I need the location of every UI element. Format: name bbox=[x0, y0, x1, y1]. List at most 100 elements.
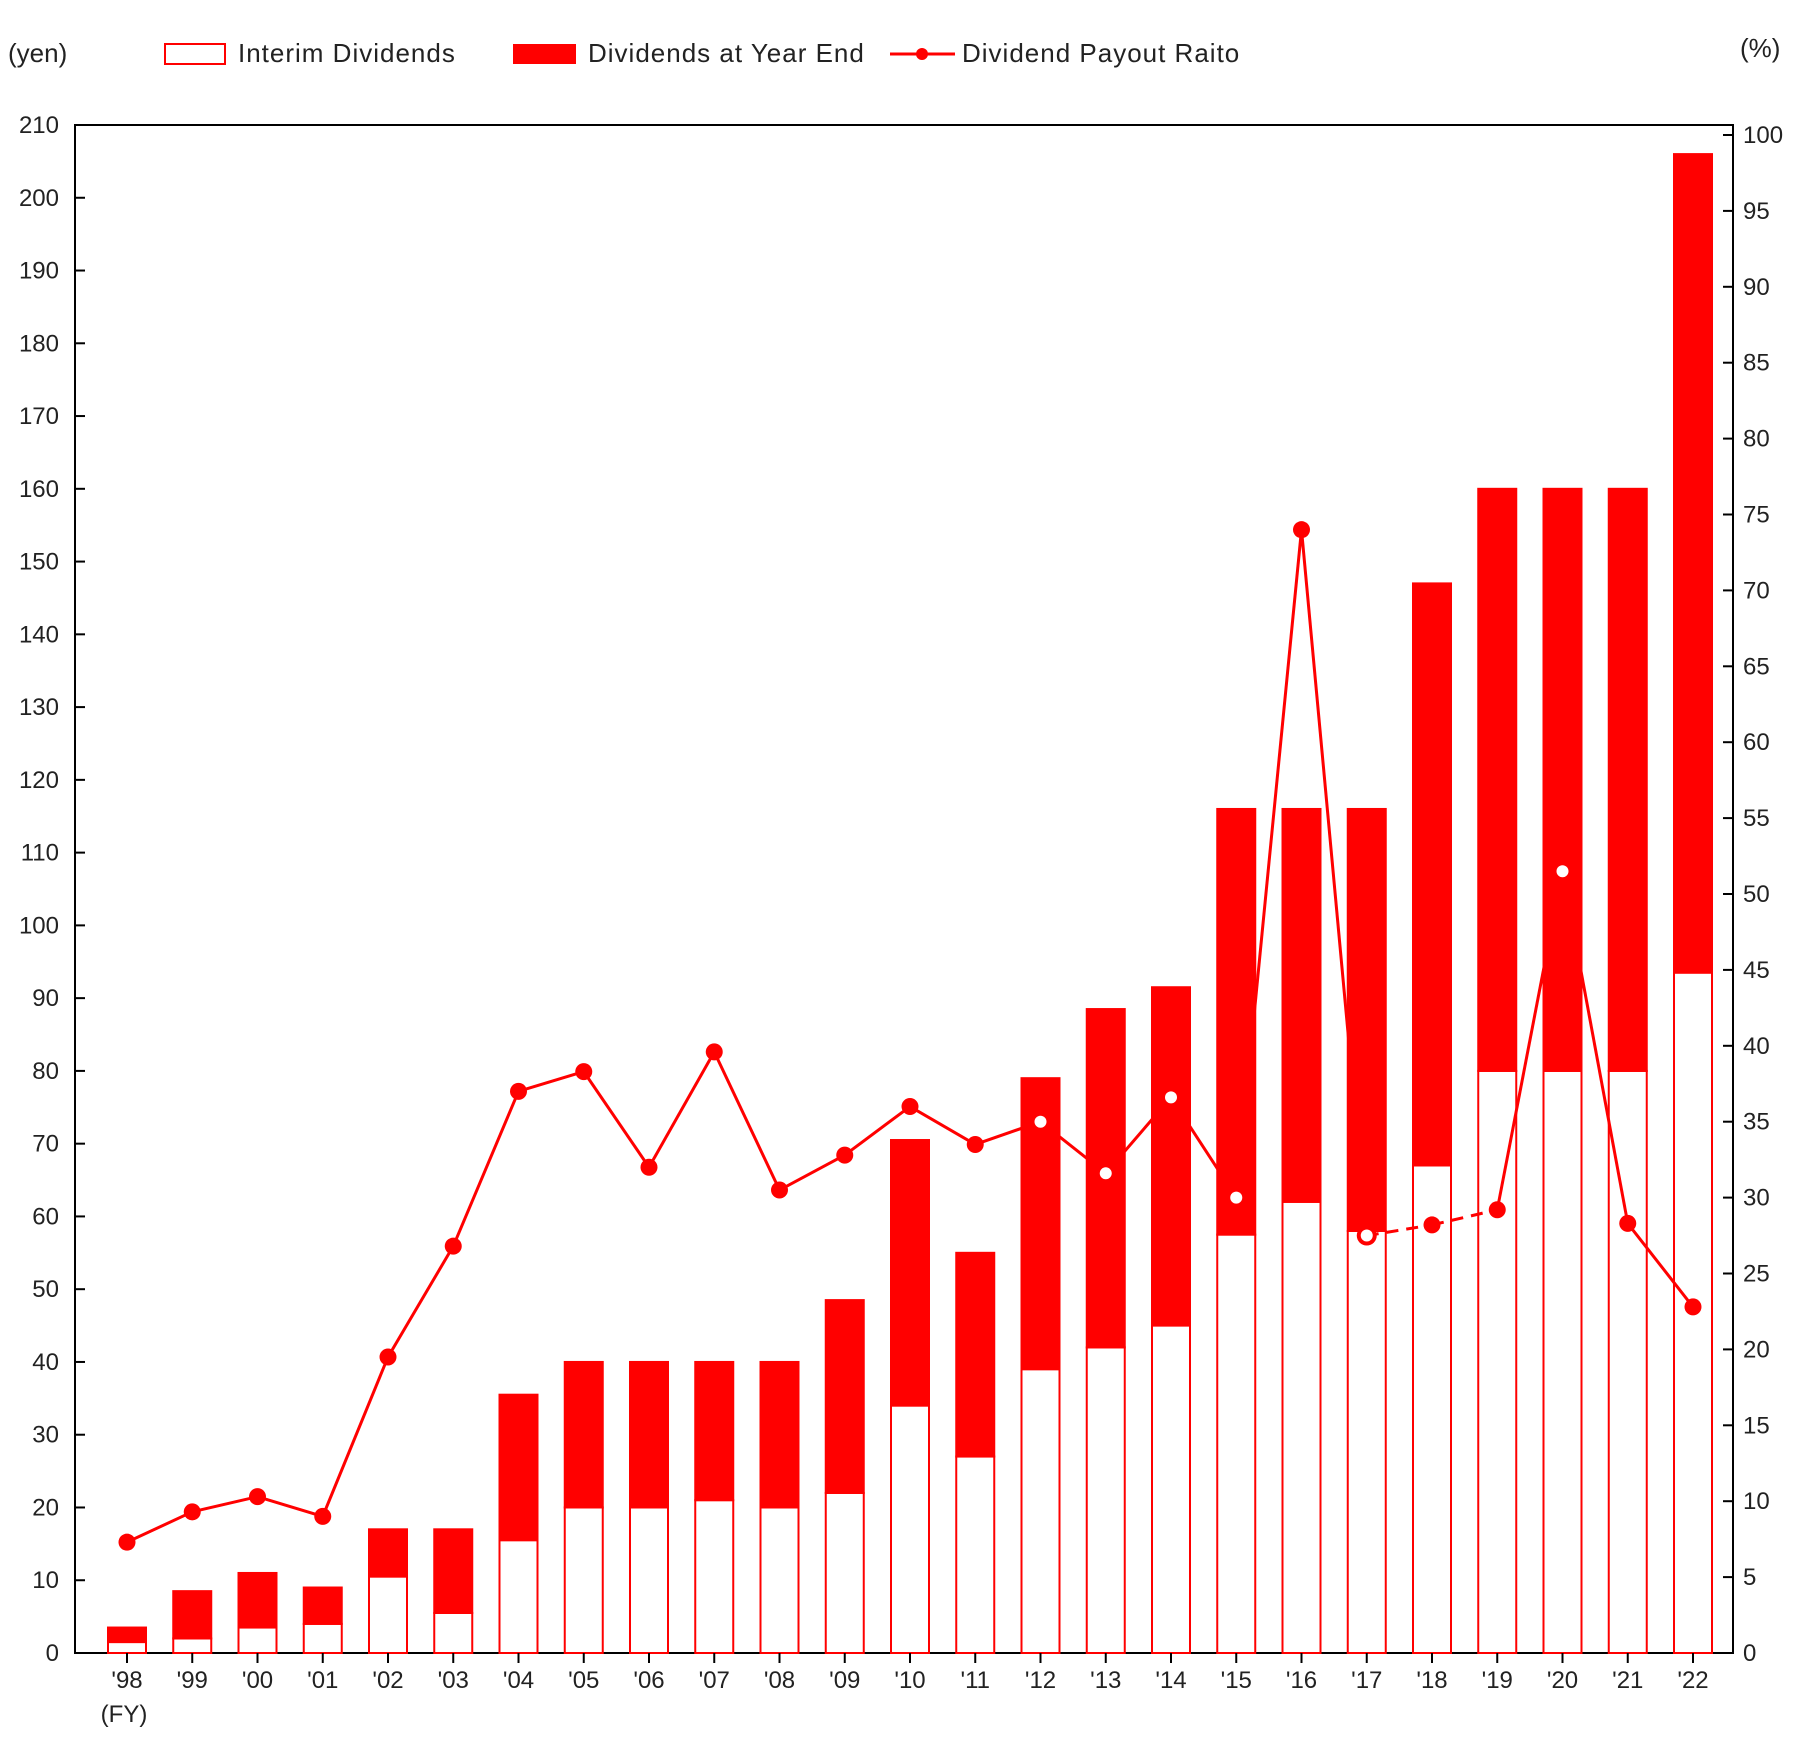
x-tick-label: '01 bbox=[307, 1667, 338, 1694]
left-tick-label: 10 bbox=[32, 1567, 59, 1594]
year-end-bar bbox=[629, 1360, 669, 1509]
interim-bar bbox=[1346, 1229, 1387, 1654]
year-end-bar bbox=[955, 1251, 996, 1458]
right-tick-label: 30 bbox=[1743, 1185, 1770, 1212]
right-axis: 0 5 10 15 20 25 30 35 40 45 50 55 60 65 70 75 80 85 90 95 10… bbox=[1723, 122, 1783, 1667]
year-end-bar bbox=[694, 1360, 735, 1502]
x-tick-label: '05 bbox=[568, 1667, 599, 1694]
interim-bar bbox=[172, 1637, 213, 1655]
interim-bar bbox=[955, 1455, 996, 1654]
payout-point-hole bbox=[1230, 1191, 1243, 1204]
interim-bar bbox=[629, 1506, 669, 1654]
payout-segment bbox=[582, 1070, 651, 1169]
payout-point bbox=[314, 1507, 332, 1525]
payout-segment bbox=[778, 1153, 846, 1192]
left-tick-label: 190 bbox=[19, 258, 59, 285]
payout-point-hole bbox=[1099, 1167, 1112, 1180]
right-axis-unit: (%) bbox=[1740, 33, 1780, 63]
payout-segment bbox=[974, 1120, 1041, 1146]
payout-segment bbox=[1234, 529, 1303, 1198]
payout-segment bbox=[1300, 529, 1369, 1236]
legend-payout-marker bbox=[916, 48, 928, 60]
legend-interim-swatch bbox=[164, 43, 226, 65]
x-tick-label: '99 bbox=[177, 1667, 208, 1694]
left-axis-unit: (yen) bbox=[8, 38, 67, 68]
year-end-bar bbox=[433, 1528, 474, 1614]
payout-point bbox=[118, 1533, 136, 1551]
payout-segment bbox=[126, 1510, 193, 1544]
x-tick-label: '11 bbox=[961, 1667, 991, 1694]
left-tick-label: 90 bbox=[32, 985, 59, 1012]
left-tick-label: 120 bbox=[19, 767, 59, 794]
interim-bar bbox=[694, 1499, 735, 1654]
payout-point bbox=[966, 1135, 984, 1153]
payout-point bbox=[1488, 1201, 1506, 1219]
x-tick-label: '10 bbox=[894, 1667, 925, 1694]
x-tick-label: '12 bbox=[1025, 1667, 1056, 1694]
x-tick-label: '09 bbox=[829, 1667, 860, 1694]
year-end-bar bbox=[368, 1528, 408, 1578]
left-tick-label: 210 bbox=[19, 112, 59, 139]
payout-point bbox=[510, 1082, 527, 1100]
payout-segment bbox=[257, 1495, 324, 1518]
x-tick-label: '04 bbox=[503, 1667, 534, 1694]
x-tick-label: '07 bbox=[699, 1667, 730, 1694]
year-end-bar bbox=[498, 1393, 539, 1542]
payout-point bbox=[705, 1043, 723, 1061]
right-tick-label: 90 bbox=[1743, 274, 1770, 301]
payout-point-hole bbox=[1165, 1091, 1177, 1104]
payout-segment bbox=[1626, 1222, 1695, 1308]
right-tick-label: 80 bbox=[1743, 426, 1770, 453]
year-end-bar bbox=[1412, 582, 1452, 1167]
year-end-bar bbox=[302, 1586, 343, 1625]
year-end-bar bbox=[890, 1139, 930, 1407]
legend-interim-label: Interim Dividends bbox=[238, 38, 456, 68]
interim-bar bbox=[1477, 1069, 1518, 1654]
payout-point bbox=[1619, 1214, 1637, 1232]
right-tick-label: 85 bbox=[1743, 350, 1770, 377]
payout-segment bbox=[518, 1070, 585, 1093]
x-tick-label: '06 bbox=[633, 1667, 664, 1694]
interim-bar bbox=[1151, 1324, 1191, 1654]
left-tick-label: 100 bbox=[19, 912, 59, 939]
x-tick-label: '14 bbox=[1155, 1667, 1186, 1694]
payout-segment bbox=[191, 1495, 258, 1514]
left-tick-label: 150 bbox=[19, 549, 59, 576]
x-tick-label: '22 bbox=[1677, 1667, 1708, 1694]
year-end-bar bbox=[237, 1571, 278, 1629]
interim-bar bbox=[1542, 1069, 1583, 1654]
right-tick-label: 60 bbox=[1743, 729, 1770, 756]
interim-bar bbox=[368, 1575, 408, 1654]
year-end-bar bbox=[824, 1299, 865, 1494]
payout-point bbox=[575, 1063, 593, 1081]
interim-bar bbox=[498, 1539, 539, 1654]
left-tick-label: 50 bbox=[32, 1276, 59, 1303]
right-tick-label: 5 bbox=[1743, 1564, 1756, 1591]
interim-bar bbox=[890, 1404, 930, 1654]
fy-label: (FY) bbox=[101, 1701, 148, 1728]
interim-bar bbox=[433, 1611, 474, 1655]
payout-segment bbox=[1104, 1096, 1173, 1175]
year-end-bar bbox=[1477, 487, 1518, 1072]
interim-bar bbox=[563, 1506, 604, 1654]
payout-segment bbox=[1366, 1223, 1433, 1238]
payout-point bbox=[444, 1237, 462, 1255]
left-tick-label: 70 bbox=[32, 1131, 59, 1158]
year-end-bar bbox=[172, 1590, 213, 1640]
payout-segment bbox=[1495, 870, 1564, 1211]
year-end-bar bbox=[1607, 487, 1648, 1072]
legend-year-end-label: Dividends at Year End bbox=[588, 38, 865, 68]
year-end-bar bbox=[1216, 807, 1257, 1236]
left-tick-label: 30 bbox=[32, 1422, 59, 1449]
payout-point-hole bbox=[1556, 865, 1569, 878]
x-tick-label: '03 bbox=[438, 1667, 469, 1694]
right-tick-label: 0 bbox=[1743, 1640, 1756, 1667]
x-tick-label: '17 bbox=[1351, 1667, 1382, 1694]
payout-point bbox=[1423, 1216, 1441, 1234]
interim-bar bbox=[237, 1626, 278, 1654]
left-tick-label: 80 bbox=[32, 1058, 59, 1085]
payout-segment bbox=[1169, 1096, 1238, 1199]
year-end-bar bbox=[1673, 153, 1713, 974]
